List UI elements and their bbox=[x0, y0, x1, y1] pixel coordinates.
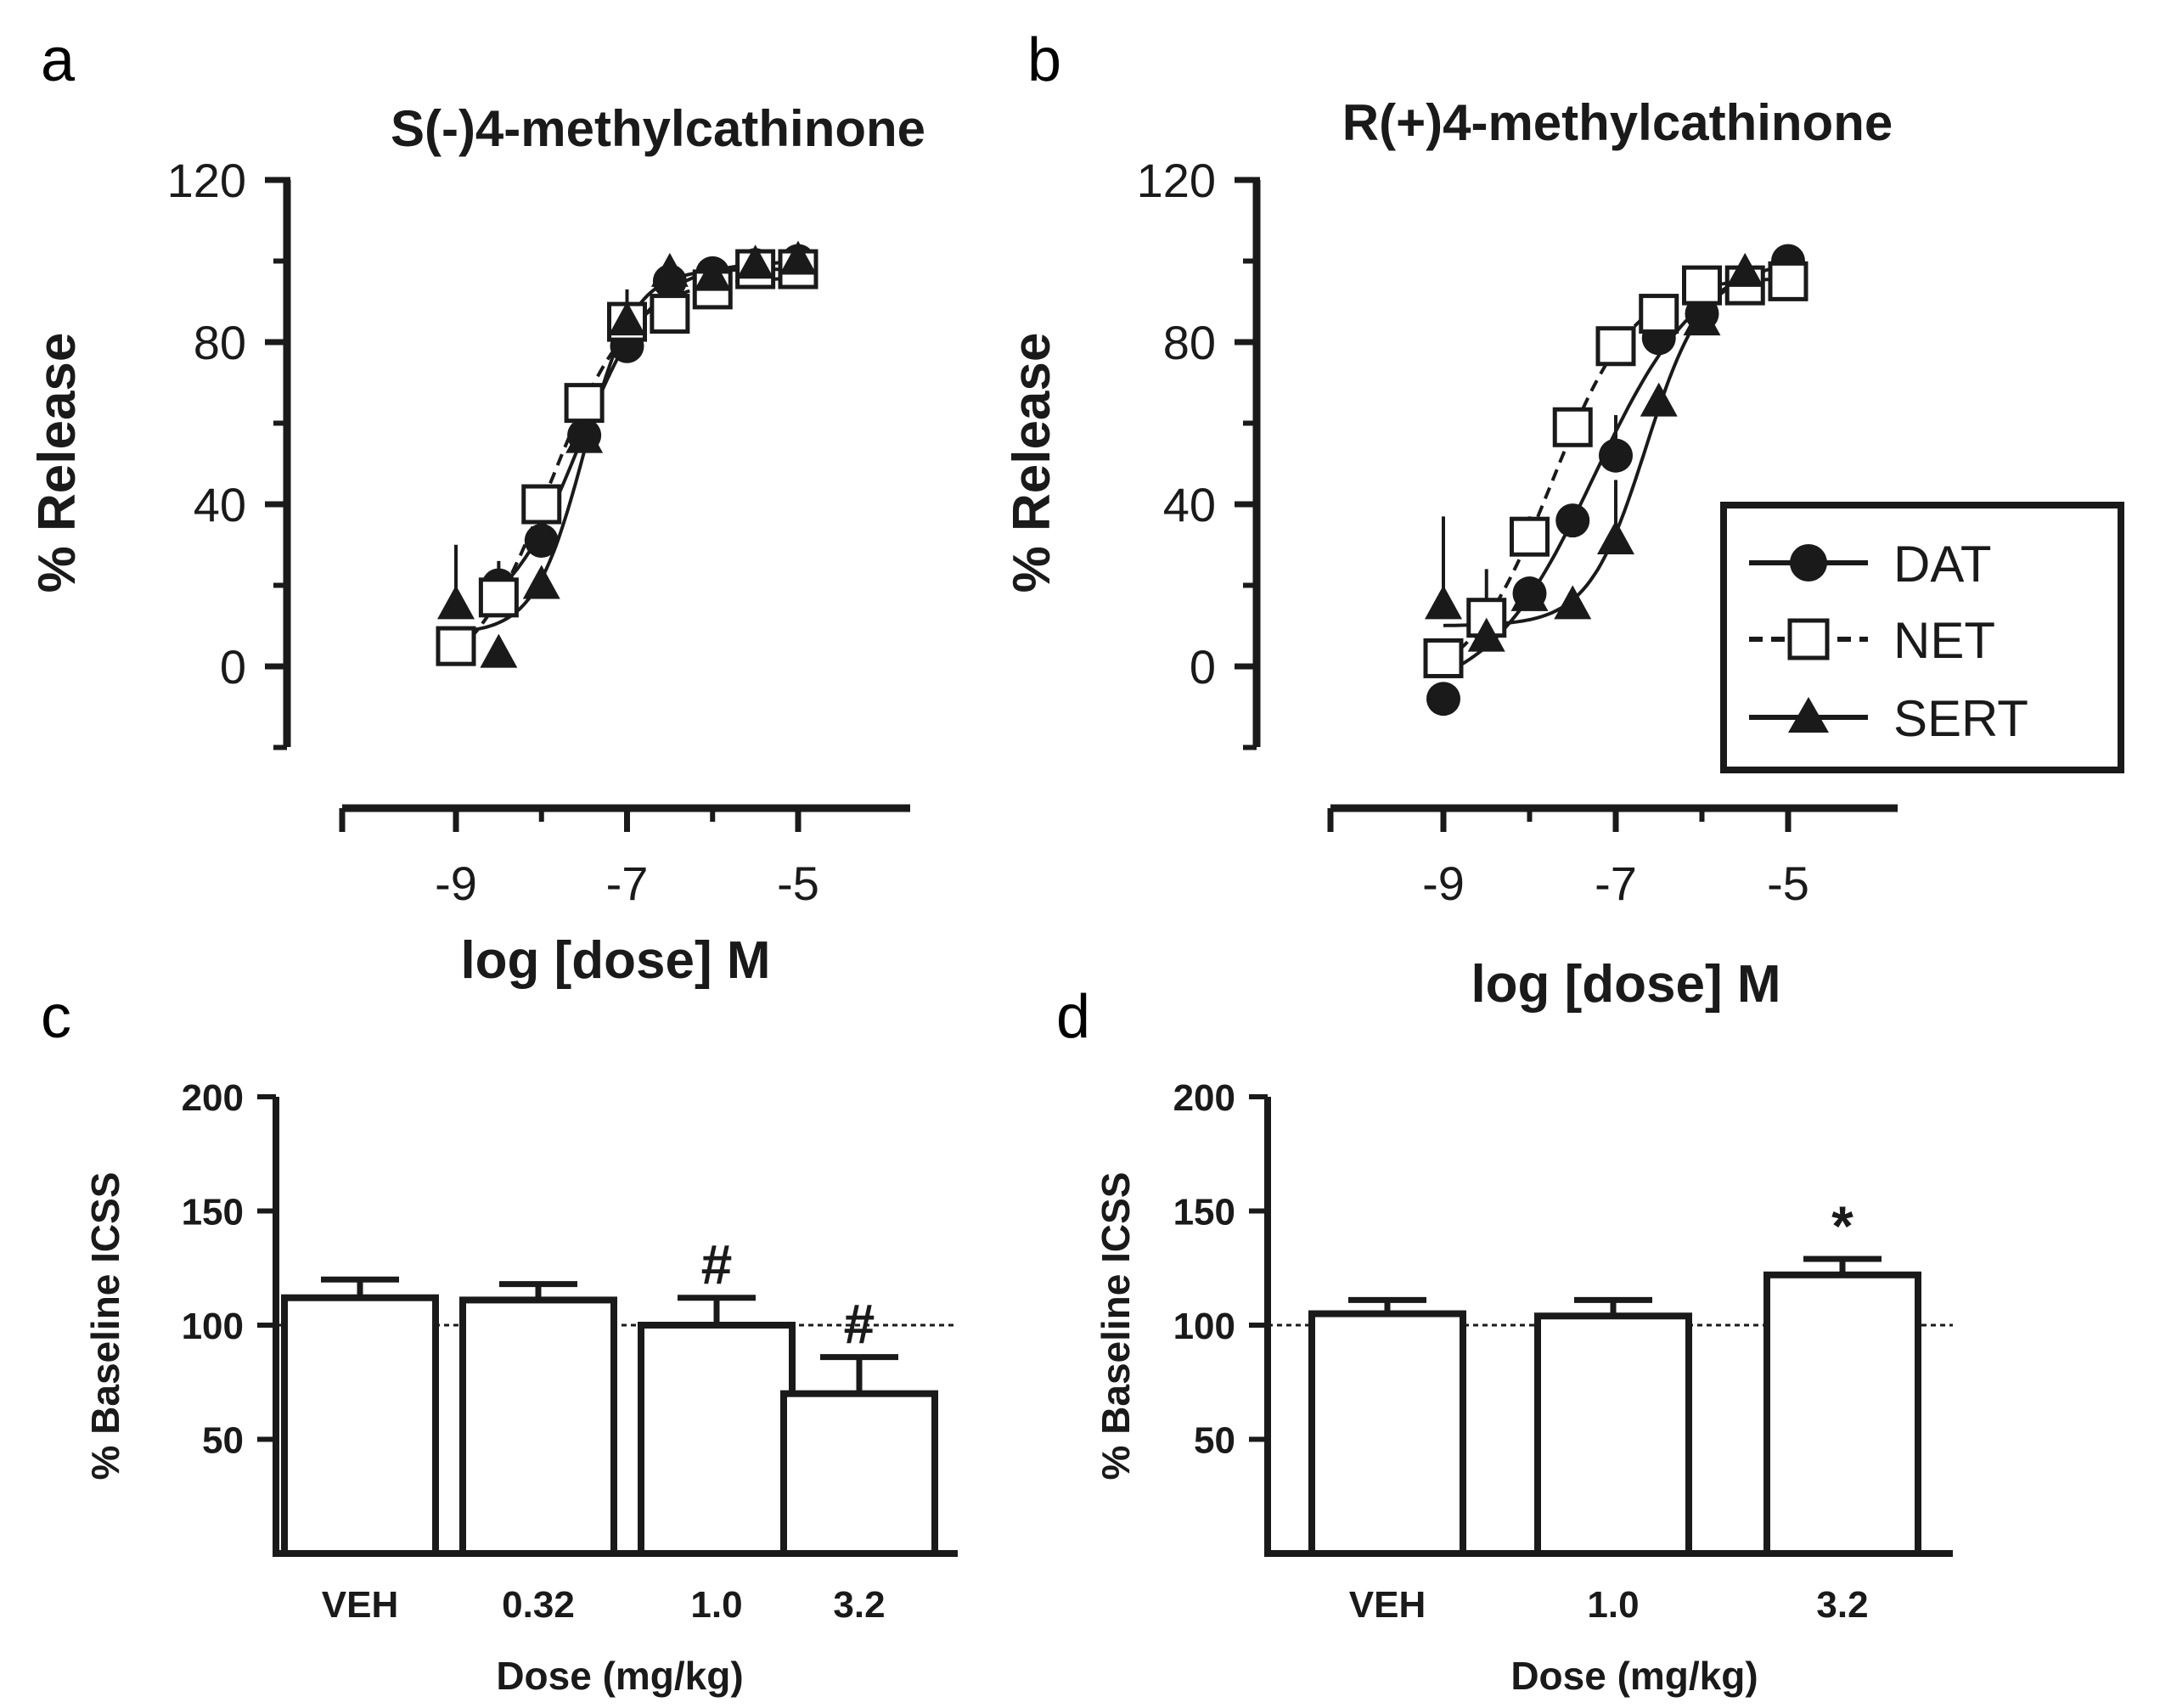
chart-title: S(-)4-methylcathinone bbox=[391, 100, 925, 157]
point-sert bbox=[1510, 576, 1549, 611]
y-axis-label: % Release bbox=[28, 333, 87, 593]
point-net bbox=[564, 383, 605, 424]
point-net bbox=[1639, 294, 1679, 334]
legend-label: NET bbox=[1893, 612, 1995, 669]
point-net bbox=[436, 626, 476, 666]
point-net bbox=[650, 294, 690, 334]
point-dat bbox=[1426, 682, 1460, 716]
x-tick-label: -7 bbox=[606, 857, 649, 910]
legend-label: DAT bbox=[1893, 536, 1992, 593]
point-sert bbox=[522, 565, 560, 599]
x-tick-label: -9 bbox=[435, 857, 477, 910]
point-net bbox=[1510, 516, 1550, 557]
y-axis-label: % Baseline ICSS bbox=[1094, 1171, 1138, 1480]
bar bbox=[780, 1390, 938, 1557]
x-tick-label: VEH bbox=[1349, 1584, 1426, 1626]
y-tick-label: 100 bbox=[1173, 1306, 1235, 1347]
y-tick-label: 40 bbox=[194, 478, 246, 531]
bar bbox=[638, 1322, 796, 1557]
point-net bbox=[1595, 326, 1636, 367]
x-tick-label: 1.0 bbox=[690, 1584, 742, 1626]
y-tick-label: 50 bbox=[1194, 1420, 1235, 1462]
point-sert bbox=[1683, 301, 1721, 336]
x-tick-label: 1.0 bbox=[1587, 1584, 1639, 1626]
y-tick-label: 0 bbox=[220, 640, 246, 694]
y-tick-label: 150 bbox=[182, 1192, 244, 1233]
point-sert bbox=[779, 240, 817, 275]
x-tick-label: -5 bbox=[1767, 857, 1809, 910]
x-axis-label: log [dose] M bbox=[460, 931, 770, 990]
y-tick-label: 150 bbox=[1173, 1192, 1235, 1233]
point-net bbox=[521, 484, 562, 525]
y-tick-label: 200 bbox=[182, 1077, 244, 1119]
significance-mark: * bbox=[1831, 1194, 1853, 1257]
panel-letter-a: a bbox=[41, 26, 76, 94]
x-tick-label: 3.2 bbox=[1816, 1584, 1868, 1626]
point-dat bbox=[524, 523, 559, 558]
y-axis-label: % Baseline ICSS bbox=[83, 1171, 127, 1480]
point-sert bbox=[480, 633, 518, 668]
panel-letter-d: d bbox=[1056, 983, 1090, 1051]
point-sert bbox=[1597, 520, 1634, 554]
significance-mark: # bbox=[844, 1293, 875, 1356]
panel-letter-b: b bbox=[1027, 26, 1061, 94]
chart-panel-b: R(+)4-methylcathinone 0 40 80 120 % Release -9… bbox=[1003, 94, 2124, 1014]
point-dat bbox=[1555, 503, 1590, 538]
point-sert bbox=[1640, 382, 1678, 417]
bar bbox=[1763, 1271, 1921, 1557]
y-tick-label: 200 bbox=[1173, 1077, 1235, 1119]
point-sert bbox=[736, 244, 774, 279]
panel-letter-c: c bbox=[41, 983, 71, 1051]
point-sert bbox=[694, 256, 732, 291]
x-axis-label: log [dose] M bbox=[1471, 955, 1780, 1014]
x-axis-label: Dose (mg/kg) bbox=[496, 1654, 743, 1698]
point-dat bbox=[1599, 438, 1633, 473]
point-sert bbox=[1425, 585, 1462, 620]
x-tick-label: VEH bbox=[322, 1584, 398, 1626]
y-tick-label: 80 bbox=[1163, 316, 1216, 369]
y-tick-label: 100 bbox=[182, 1306, 244, 1347]
bar bbox=[1308, 1310, 1466, 1558]
legend-marker-dat bbox=[1790, 544, 1827, 582]
significance-mark: # bbox=[701, 1233, 733, 1296]
point-sert bbox=[608, 301, 646, 336]
x-tick-label: 0.32 bbox=[502, 1584, 575, 1626]
point-net bbox=[1423, 638, 1464, 678]
y-tick-label: 120 bbox=[167, 154, 246, 207]
bar bbox=[459, 1296, 617, 1558]
legend-marker-sert bbox=[1788, 697, 1829, 733]
y-tick-label: 0 bbox=[1190, 640, 1216, 694]
point-sert bbox=[650, 252, 689, 287]
chart-panel-c: VEH 0.32 #1.0 #3.2 50 100 150 200 % Baseline ICS… bbox=[83, 1077, 958, 1698]
legend-label: SERT bbox=[1893, 690, 2028, 747]
y-tick-label: 80 bbox=[194, 316, 246, 369]
y-axis-label: % Release bbox=[1003, 333, 1061, 593]
point-net bbox=[1682, 265, 1722, 306]
x-tick-label: -5 bbox=[777, 857, 819, 910]
x-tick-label: -7 bbox=[1595, 857, 1637, 910]
point-sert bbox=[1554, 585, 1592, 620]
bar bbox=[1534, 1312, 1692, 1557]
point-sert bbox=[1726, 252, 1764, 287]
chart-title: R(+)4-methylcathinone bbox=[1342, 94, 1893, 151]
x-tick-label: 3.2 bbox=[833, 1584, 885, 1626]
y-tick-label: 120 bbox=[1137, 154, 1216, 207]
bar bbox=[281, 1294, 439, 1557]
point-sert bbox=[437, 585, 475, 620]
chart-panel-d: VEH 1.0 * 3.2 50 100 150 200 % Baseline ICSS Dose… bbox=[1094, 1077, 1953, 1698]
point-sert bbox=[565, 419, 604, 453]
chart-panel-a: S(-)4-methylcathinone 0 40 80 120 % Release -9… bbox=[28, 100, 925, 990]
y-tick-label: 40 bbox=[1163, 478, 1216, 531]
x-axis-label: Dose (mg/kg) bbox=[1510, 1654, 1758, 1698]
point-net bbox=[1552, 407, 1593, 447]
point-sert bbox=[1467, 617, 1505, 652]
y-tick-label: 50 bbox=[202, 1420, 244, 1462]
x-tick-label: -9 bbox=[1422, 857, 1465, 910]
point-net bbox=[478, 577, 519, 618]
legend-marker-net bbox=[1787, 618, 1830, 660]
point-net bbox=[1768, 261, 1808, 301]
